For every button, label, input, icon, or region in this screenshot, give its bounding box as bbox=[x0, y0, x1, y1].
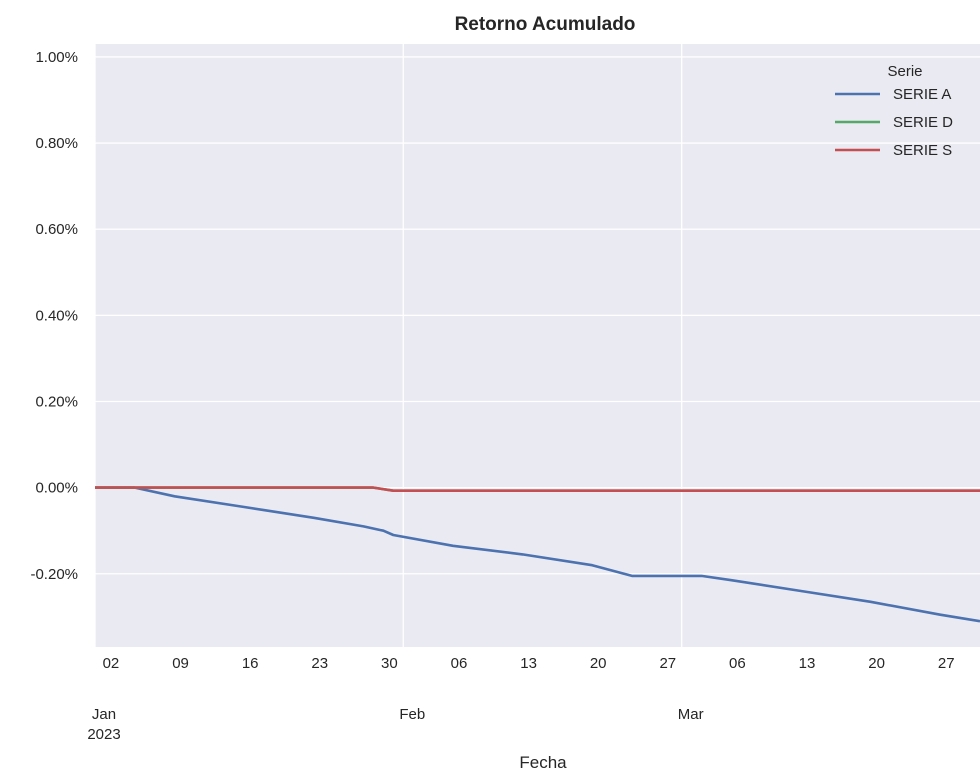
legend-entry: SERIE A bbox=[893, 86, 951, 103]
y-tick-label: 0.00% bbox=[35, 480, 78, 497]
y-tick-label: -0.20% bbox=[30, 566, 78, 583]
x-tick-label: 06 bbox=[451, 655, 468, 672]
x-tick-label: 09 bbox=[172, 655, 189, 672]
x-month-label: Jan bbox=[92, 706, 116, 723]
y-tick-label: 1.00% bbox=[35, 49, 78, 66]
plot-area bbox=[95, 44, 980, 647]
series-line-3 bbox=[95, 486, 980, 492]
x-tick-label: 13 bbox=[799, 655, 816, 672]
legend-title: Serie bbox=[887, 63, 922, 80]
y-tick-label: 0.80% bbox=[35, 135, 78, 152]
y-axis-ticks: 1.00% 0.80% 0.60% 0.40% 0.20% 0.00% -0.20% bbox=[30, 49, 78, 583]
x-axis-label: Fecha bbox=[519, 753, 567, 771]
x-month-label: Feb bbox=[399, 706, 425, 723]
x-tick-label: 02 bbox=[103, 655, 120, 672]
x-tick-label: 30 bbox=[381, 655, 398, 672]
y-tick-label: 0.40% bbox=[35, 307, 78, 324]
x-tick-label: 20 bbox=[590, 655, 607, 672]
x-tick-label: 23 bbox=[311, 655, 328, 672]
series-line-1 bbox=[95, 486, 980, 623]
x-axis-ticks: 02 09 16 23 30 06 13 20 27 06 13 20 27 Jan 2023 Feb Mar bbox=[87, 655, 954, 743]
x-tick-label: 27 bbox=[659, 655, 676, 672]
x-tick-label: 16 bbox=[242, 655, 259, 672]
chart-title: Retorno Acumulado bbox=[455, 14, 636, 35]
legend-entry: SERIE S bbox=[893, 142, 952, 159]
series-lines bbox=[95, 486, 980, 623]
x-year-label: 2023 bbox=[87, 726, 120, 743]
x-tick-label: 20 bbox=[868, 655, 885, 672]
legend-entry: SERIE D bbox=[893, 114, 953, 131]
x-tick-label: 13 bbox=[520, 655, 537, 672]
gridlines bbox=[94, 44, 980, 647]
x-tick-label: 06 bbox=[729, 655, 746, 672]
legend: Serie SERIE A SERIE D SERIE S bbox=[835, 63, 953, 159]
x-month-label: Mar bbox=[678, 706, 704, 723]
y-tick-label: 0.60% bbox=[35, 221, 78, 238]
y-tick-label: 0.20% bbox=[35, 393, 78, 410]
x-tick-label: 27 bbox=[938, 655, 955, 672]
